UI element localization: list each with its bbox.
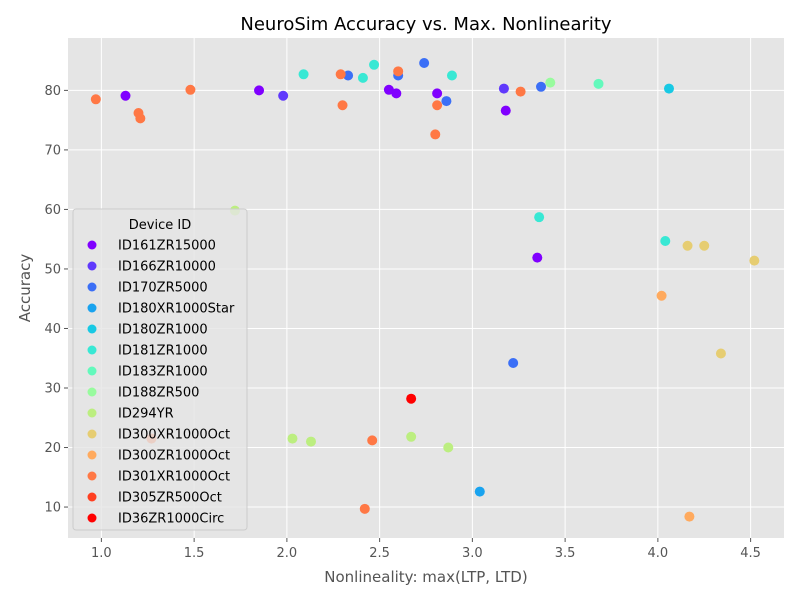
legend-entry-label: ID301XR1000Oct [118,470,230,485]
data-points [90,58,760,522]
data-point [593,78,604,89]
tick-labels: 1.0 1.5 2.0 2.5 3.0 3.5 4.0 4.5 10 20 30 40 50 60 70 80 [44,84,761,561]
legend-marker [87,471,97,481]
data-point [663,83,674,94]
data-point [369,59,380,70]
x-tick-label: 4.0 [648,546,669,561]
data-point [430,129,441,140]
data-point [446,70,457,81]
data-point [432,100,443,111]
legend-marker [87,366,97,376]
data-point [534,212,545,223]
legend-marker [87,408,97,418]
legend-marker [87,324,97,334]
data-point [367,435,378,446]
legend: Device ID ID161ZR15000 ID166ZR10000 ID170Z… [72,208,248,531]
legend-marker [87,513,97,523]
data-point [335,69,346,80]
x-tick-label: 4.5 [740,546,761,561]
data-point [406,393,417,404]
legend-marker [87,387,97,397]
legend-entry-label: ID300XR1000Oct [118,428,230,443]
data-point [135,113,146,124]
data-point [305,436,316,447]
data-point [254,85,265,96]
y-tick-label: 80 [44,84,61,99]
data-point [474,486,485,497]
data-point [343,70,354,81]
legend-entry-label: ID183ZR1000 [118,365,208,380]
x-tick-label: 2.5 [369,546,390,561]
legend-marker [87,450,97,460]
y-axis-label: Accuracy [16,254,34,323]
x-axis-label: Nonlineality: max(LTP, LTD) [324,568,527,586]
y-tick-label: 60 [44,203,61,218]
data-point [498,83,509,94]
legend-marker [87,429,97,439]
legend-marker [87,492,97,502]
data-point [441,96,452,107]
legend-marker [87,345,97,355]
data-point [660,235,671,246]
y-tick-label: 10 [44,501,61,516]
data-point [656,290,667,301]
x-tick-label: 1.5 [184,546,205,561]
data-point [443,442,454,453]
data-point [515,86,526,97]
legend-entry-label: ID170ZR5000 [118,281,208,296]
data-point [391,88,402,99]
legend-entry-label: ID180XR1000Star [118,302,235,317]
data-point [185,84,196,95]
data-point [715,348,726,359]
data-point [393,66,404,77]
data-point [749,255,760,266]
data-point [287,433,298,444]
legend-entry-label: ID300ZR1000Oct [118,449,230,464]
legend-marker [87,261,97,271]
data-point [278,90,289,101]
data-point [684,511,695,522]
data-point [699,240,710,251]
legend-entry-label: ID188ZR500 [118,386,199,401]
data-point [432,88,443,99]
data-point [359,503,370,514]
legend-entry-label: ID36ZR1000Circ [118,512,224,527]
y-tick-label: 50 [44,262,61,277]
data-point [90,94,101,105]
legend-entry-label: ID180ZR1000 [118,323,208,338]
legend-entry-label: ID161ZR15000 [118,239,216,254]
data-point [337,100,348,111]
data-point [500,105,511,116]
data-point [508,358,519,368]
legend-title: Device ID [129,218,191,233]
data-point [545,77,556,88]
data-point [532,252,543,263]
data-point [357,72,368,83]
data-point [406,431,417,442]
chart-title: NeuroSim Accuracy vs. Max. Nonlinearity [240,14,612,35]
data-point [682,240,693,251]
y-tick-label: 70 [44,143,61,158]
data-point [120,90,131,101]
legend-marker [87,240,97,250]
data-point [536,81,547,92]
data-point [298,69,309,80]
data-point [419,58,430,68]
legend-marker [87,303,97,313]
legend-entry-label: ID305ZR500Oct [118,491,222,506]
legend-entry-label: ID294YR [118,407,174,422]
y-tick-label: 30 [44,382,61,397]
x-tick-label: 3.0 [462,546,483,561]
legend-entry-label: ID166ZR10000 [118,260,216,275]
data-point [383,84,394,95]
legend-entry-label: ID181ZR1000 [118,344,208,359]
x-tick-label: 2.0 [277,546,298,561]
y-tick-label: 40 [44,322,61,337]
x-tick-label: 3.5 [555,546,576,561]
x-tick-label: 1.0 [91,546,112,561]
legend-marker [87,282,97,292]
legend-box [72,208,248,531]
y-tick-label: 20 [44,441,61,456]
